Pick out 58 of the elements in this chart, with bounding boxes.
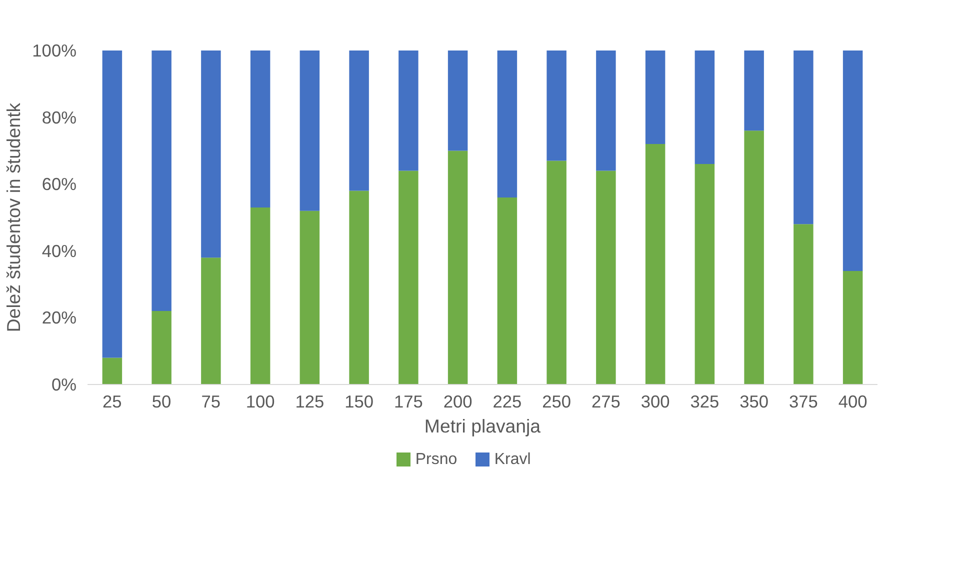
legend-label: Kravl	[494, 451, 531, 468]
x-tick-label: 75	[201, 392, 221, 412]
bar	[842, 270, 863, 384]
x-tick-label: 100	[246, 392, 275, 412]
bar	[645, 144, 666, 384]
bar	[398, 170, 418, 384]
bar	[596, 50, 616, 171]
bar	[300, 210, 320, 384]
bar	[694, 164, 715, 384]
bar	[398, 50, 418, 171]
x-tick-label: 150	[344, 392, 374, 412]
x-tick-label: 125	[295, 392, 324, 412]
y-tick-label: 60%	[42, 174, 77, 194]
bar	[497, 50, 518, 198]
bar	[250, 207, 270, 384]
bar	[645, 50, 666, 144]
bar	[152, 311, 172, 384]
x-tick-label: 250	[542, 392, 572, 412]
bar	[152, 50, 172, 312]
bar	[102, 50, 122, 358]
y-axis-title: Delež študentov in študentk	[3, 102, 24, 332]
bar	[250, 50, 270, 208]
bar	[448, 150, 468, 384]
bar	[497, 197, 518, 384]
x-tick-label: 300	[640, 392, 670, 412]
legend-label: Prsno	[415, 451, 458, 468]
bar	[201, 50, 221, 258]
bar	[794, 224, 814, 384]
bar	[744, 130, 764, 384]
bar	[300, 50, 320, 211]
y-tick-label: 80%	[42, 107, 77, 128]
x-tick-label: 275	[591, 392, 620, 412]
x-axis-title: Metri plavanja	[424, 416, 542, 436]
bar	[596, 170, 616, 384]
y-tick-label: 100%	[32, 40, 77, 60]
x-tick-label: 350	[740, 392, 769, 412]
y-tick-label: 0%	[51, 374, 76, 394]
bar	[546, 50, 566, 161]
y-tick-label: 40%	[42, 240, 77, 261]
bar	[546, 160, 566, 384]
bar	[448, 50, 468, 151]
x-tick-label: 400	[838, 392, 868, 412]
bar	[201, 258, 221, 384]
x-tick-label: 50	[152, 392, 172, 412]
bar	[102, 358, 122, 384]
x-tick-label: 225	[492, 392, 522, 412]
x-tick-label: 25	[102, 392, 122, 412]
x-tick-label: 200	[443, 392, 472, 412]
bar	[842, 50, 863, 271]
bar	[794, 50, 814, 224]
bar	[694, 50, 715, 164]
x-tick-label: 325	[690, 392, 720, 412]
bar	[349, 50, 369, 191]
x-tick-label: 175	[394, 392, 423, 412]
y-tick-label: 20%	[42, 308, 77, 328]
bar	[349, 190, 369, 384]
x-tick-label: 375	[788, 392, 818, 412]
bar	[744, 50, 764, 131]
